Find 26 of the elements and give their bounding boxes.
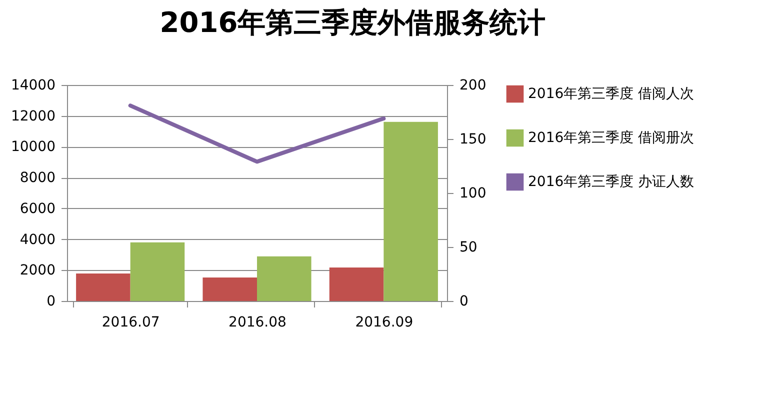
y-tick-label: 2000 — [20, 262, 56, 279]
y-tick-label: 10000 — [10, 139, 56, 156]
bar — [329, 268, 384, 301]
y-tick-label: 0 — [46, 294, 56, 310]
y-tick-label: 14000 — [10, 78, 56, 94]
y2-tick-label: 100 — [460, 186, 486, 202]
bar — [76, 274, 130, 301]
bar — [130, 242, 185, 301]
y2-tick-label: 0 — [460, 294, 468, 310]
bar — [257, 256, 312, 301]
y-tick-label: 6000 — [20, 200, 56, 217]
y2-tick-label: 200 — [460, 78, 486, 94]
y-tick-label: 8000 — [20, 170, 56, 186]
y-tick-label: 4000 — [20, 232, 56, 248]
bar — [202, 278, 257, 301]
chart-title: 2016年第三季度外借服务统计 — [160, 6, 546, 39]
x-tick-label: 2016.09 — [355, 314, 414, 330]
y-tick-label: 12000 — [10, 108, 56, 124]
x-tick-label: 2016.07 — [102, 314, 160, 330]
legend-label: 2016年第三季度 借阅人次 — [528, 86, 694, 102]
y2-tick-label: 150 — [460, 132, 486, 148]
y2-tick-label: 50 — [460, 240, 478, 256]
bar — [384, 122, 438, 301]
x-tick-label: 2016.08 — [228, 314, 286, 330]
legend-label: 2016年第三季度 办证人数 — [528, 174, 694, 190]
legend-label: 2016年第三季度 借阅册次 — [528, 130, 694, 146]
